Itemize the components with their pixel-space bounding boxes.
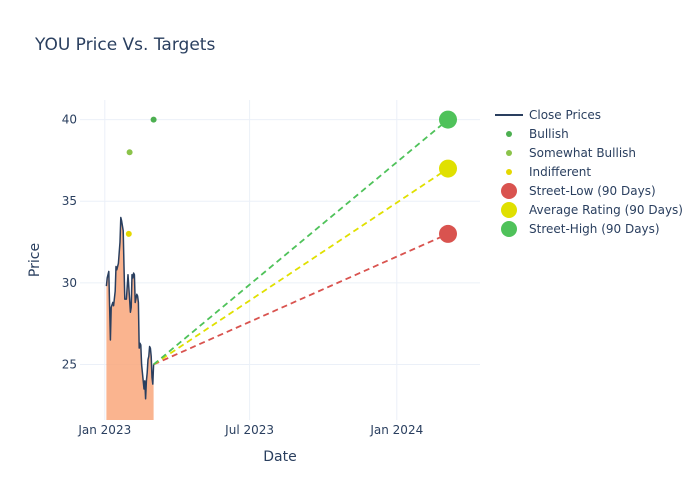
x-tick-label: Jul 2023 (224, 423, 274, 437)
somewhat-bullish-point (126, 149, 133, 156)
legend-swatch-marker (501, 183, 517, 199)
legend-label: Indifferent (529, 165, 591, 179)
legend: Close Prices Bullish Somewhat Bullish Indif… (495, 108, 683, 237)
legend-item-indifferent: Indifferent (506, 165, 591, 179)
average-rating-marker (439, 159, 457, 178)
x-tick-label: Jan 2024 (369, 423, 423, 437)
y-tick-label: 40 (62, 113, 77, 127)
legend-label: Average Rating (90 Days) (529, 203, 683, 217)
axis-layer: 25 30 35 40 Jan 2023 Jul 2023 Jan 2024 (62, 113, 424, 437)
plot-layer (105, 110, 457, 420)
x-axis-title: Date (263, 449, 296, 465)
street-high-marker (439, 110, 457, 129)
y-tick-label: 25 (62, 357, 77, 371)
grid-layer (80, 100, 480, 420)
legend-swatch-marker (501, 202, 517, 218)
indifferent-point (125, 230, 132, 237)
legend-label: Somewhat Bullish (529, 146, 636, 160)
legend-item-somewhat-bullish: Somewhat Bullish (506, 146, 636, 160)
legend-item-bullish: Bullish (506, 127, 569, 141)
legend-item-street-low: Street-Low (90 Days) (501, 183, 656, 199)
bullish-point (150, 116, 157, 123)
legend-item-close-prices: Close Prices (495, 108, 601, 122)
legend-swatch-dot (506, 150, 512, 156)
x-tick-label: Jan 2023 (77, 423, 131, 437)
street-high-line (153, 118, 449, 366)
legend-label: Street-High (90 Days) (529, 222, 660, 236)
close-price-line (105, 216, 155, 400)
chart-title: YOU Price Vs. Targets (34, 35, 215, 55)
y-axis-title: Price (27, 243, 43, 277)
street-low-line (153, 233, 449, 366)
y-tick-label: 30 (62, 276, 77, 290)
street-low-marker (439, 224, 457, 243)
legend-label: Close Prices (529, 108, 601, 122)
legend-swatch-marker (501, 221, 517, 237)
legend-item-street-high: Street-High (90 Days) (501, 221, 660, 237)
legend-item-average-rating: Average Rating (90 Days) (501, 202, 683, 218)
legend-label: Street-Low (90 Days) (529, 184, 656, 198)
legend-swatch-dot (506, 131, 512, 137)
average-rating-line (153, 167, 449, 366)
legend-label: Bullish (529, 127, 569, 141)
y-tick-label: 35 (62, 194, 77, 208)
legend-swatch-dot (506, 169, 512, 175)
